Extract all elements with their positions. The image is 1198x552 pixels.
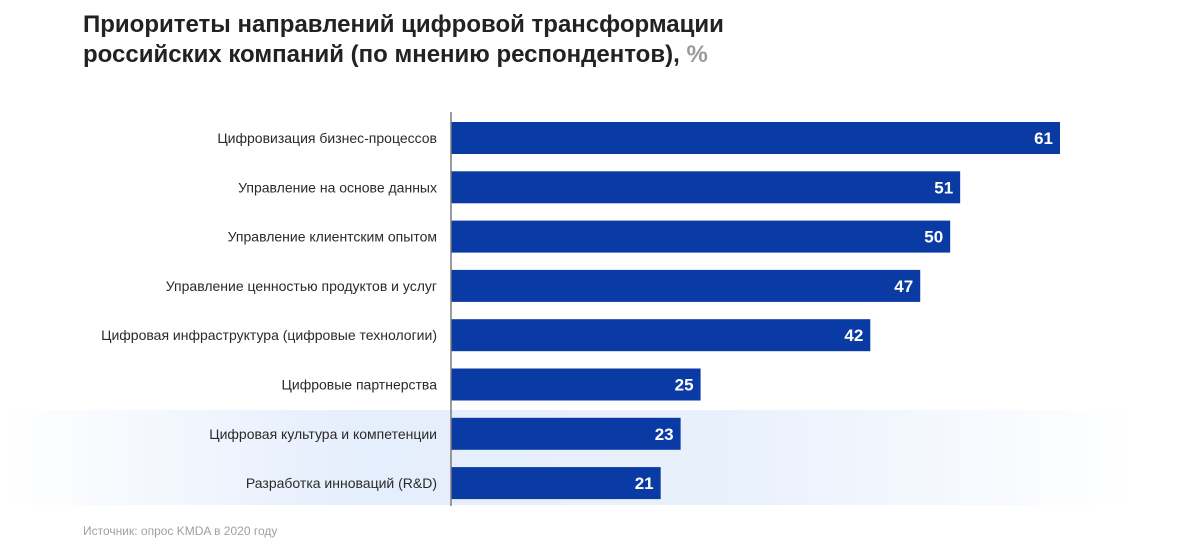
chart-title-line-1: Приоритеты направлений цифровой трансфор… bbox=[83, 11, 724, 38]
bar-value-label-8: 21 bbox=[635, 474, 654, 493]
bar-8 bbox=[451, 467, 661, 500]
category-label-3: Управление клиентским опытом bbox=[228, 229, 437, 245]
category-label-8: Разработка инноваций (R&D) bbox=[246, 475, 437, 491]
bar-value-label-7: 23 bbox=[655, 425, 674, 444]
bar-7 bbox=[451, 417, 681, 450]
bar-value-label-4: 47 bbox=[894, 277, 913, 296]
bar-1 bbox=[451, 122, 1060, 154]
category-label-1: Цифровизация бизнес-процессов bbox=[217, 130, 437, 146]
bar-value-label-5: 42 bbox=[844, 326, 863, 345]
bar-value-label-3: 50 bbox=[924, 228, 943, 247]
bar-6 bbox=[451, 368, 701, 401]
chart-title-line-2: российских компаний (по мнению респонден… bbox=[83, 40, 983, 70]
category-label-5: Цифровая инфраструктура (цифровые технол… bbox=[101, 327, 437, 343]
bar-4 bbox=[451, 269, 921, 302]
category-label-6: Цифровые партнерства bbox=[282, 377, 438, 393]
category-label-7: Цифровая культура и компетенции bbox=[209, 426, 437, 442]
chart-title: Приоритеты направлений цифровой трансфор… bbox=[83, 10, 983, 70]
bar-value-label-2: 51 bbox=[934, 178, 953, 197]
bar-2 bbox=[451, 171, 961, 204]
bar-3 bbox=[451, 220, 951, 253]
bar-value-label-6: 25 bbox=[675, 376, 694, 395]
bar-5 bbox=[451, 319, 871, 352]
source-note: Источник: опрос KMDA в 2020 году bbox=[83, 524, 278, 538]
chart-title-unit: % bbox=[686, 41, 708, 68]
bars-group: 61 Цифровизация бизнес-процессов 51 Управле… bbox=[101, 122, 1060, 500]
bar-value-label-1: 61 bbox=[1034, 129, 1053, 148]
chart-title-line-2-text: российских компаний (по мнению респонден… bbox=[83, 41, 680, 68]
category-label-4: Управление ценностью продуктов и услуг bbox=[166, 278, 437, 294]
category-label-2: Управление на основе данных bbox=[238, 179, 437, 195]
